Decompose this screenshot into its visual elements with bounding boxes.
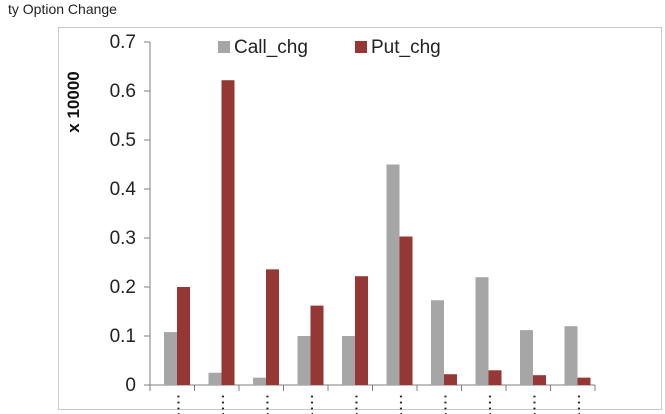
legend-swatch [355, 41, 367, 53]
y-tick-label: 0.3 [110, 228, 136, 249]
x-tick-label: 1… [475, 393, 496, 414]
axes: 0 0.1 0.2 0.3 0.4 0.5 0.6 0.7 1… 1… 1… 1… 1… 1… 1… 1… 1…… [110, 32, 596, 414]
bar-call-chg [475, 277, 489, 385]
chart-title-fragment: ty Option Change [8, 1, 117, 17]
bar-call-chg [164, 332, 177, 385]
x-tick-label: 1… [519, 393, 540, 414]
x-tick-label: 1… [208, 393, 229, 414]
x-tick-label: 1… [564, 393, 585, 414]
bar-put-chg [577, 377, 591, 385]
bar-put-chg [310, 305, 324, 385]
x-tick-label: 1… [252, 393, 273, 414]
legend-label: Call_chg [234, 37, 308, 58]
legend-label: Put_chg [371, 37, 441, 58]
bar-call-chg [386, 164, 400, 385]
bar-call-chg [297, 336, 311, 385]
bar-call-chg [342, 336, 355, 385]
chart-frame [58, 27, 662, 410]
bar-put-chg [355, 276, 368, 385]
bar-call-chg [431, 300, 444, 385]
bar-put-chg [533, 375, 546, 385]
bar-put-chg [488, 370, 502, 385]
y-tick-label: 0.7 [110, 32, 136, 53]
x-tick-label: 1… [341, 393, 362, 414]
x-tick-label: 1… [297, 393, 318, 414]
y-tick-label: 0.6 [110, 81, 136, 102]
legend-swatch [218, 41, 230, 53]
bars [164, 80, 591, 385]
x-tick-label: 1… [163, 393, 184, 414]
y-tick-label: 0.4 [110, 179, 137, 200]
y-tick-label: 0.5 [110, 130, 136, 151]
bar-put-chg [444, 374, 457, 385]
x-tick-label: 1… [386, 393, 407, 414]
y-tick-label: 0.1 [110, 326, 136, 347]
x-tick-label: 1… [430, 393, 451, 414]
bar-put-chg [177, 287, 190, 385]
y-tick-label: 0.2 [110, 277, 136, 298]
y-axis-label: x 10000 [64, 71, 83, 132]
bar-call-chg [208, 372, 222, 385]
bar-put-chg [221, 80, 235, 385]
bar-put-chg [399, 236, 413, 385]
y-tick-label: 0 [125, 375, 136, 396]
bar-call-chg [564, 326, 578, 385]
bar-call-chg [253, 377, 266, 385]
legend: Call_chg Put_chg [218, 37, 441, 58]
bar-put-chg [266, 269, 279, 385]
bar-call-chg [520, 330, 533, 385]
